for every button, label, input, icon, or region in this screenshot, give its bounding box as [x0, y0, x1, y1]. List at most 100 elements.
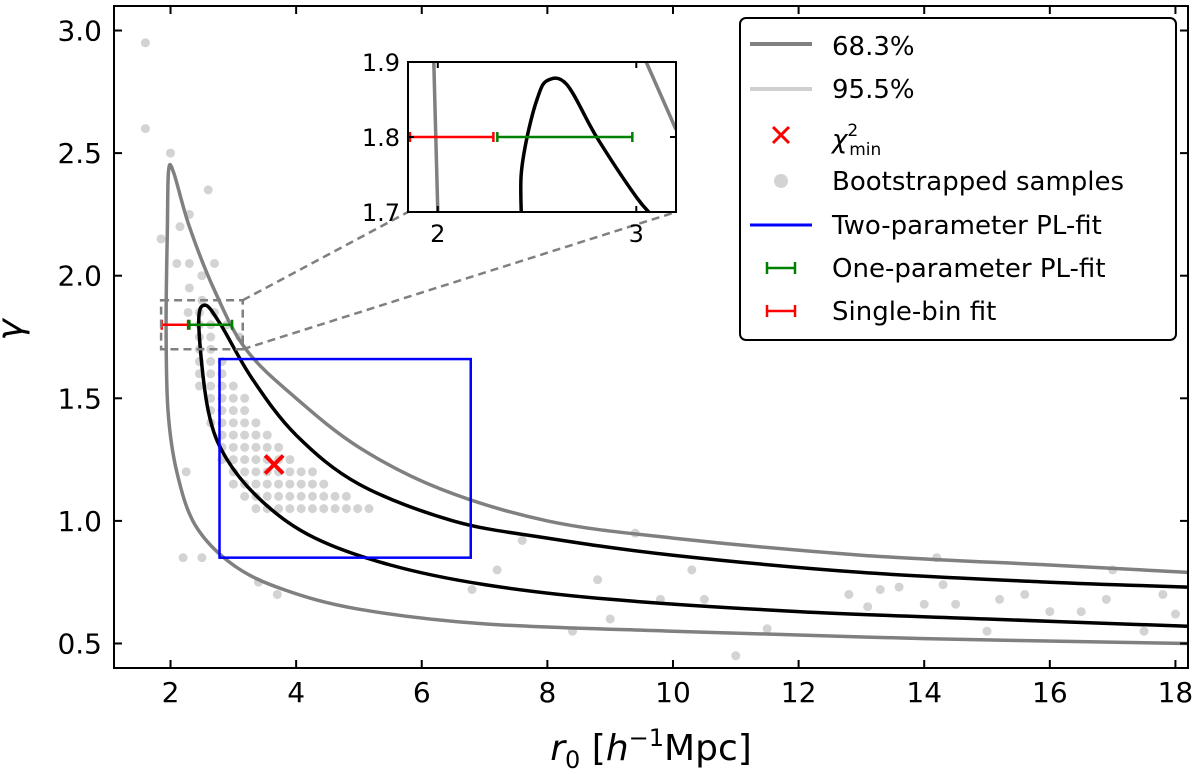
bootstrap-sample-point — [687, 565, 697, 575]
x-tick-label: 18 — [1158, 676, 1194, 709]
x-tick-label: 8 — [538, 676, 556, 709]
legend-onefit-label: One-parameter PL-fit — [832, 254, 1106, 284]
bootstrap-sample-point — [1158, 589, 1168, 599]
bootstrap-sample-point — [341, 504, 351, 514]
bootstrap-sample-point — [251, 479, 261, 489]
bootstrap-sample-point — [1045, 607, 1055, 617]
bootstrap-sample-point — [1076, 607, 1086, 617]
y-tick-label: 2.5 — [57, 137, 102, 170]
bootstrap-sample-point — [341, 491, 351, 501]
inset-one-param-errorbar — [496, 132, 634, 142]
bootstrap-sample-point — [228, 406, 238, 416]
legend: 68.3% 95.5% χ2 min Bootstrapped samples T… — [739, 17, 1177, 341]
x-tick-label: 12 — [781, 676, 817, 709]
zoom-connector-line — [242, 210, 409, 302]
bootstrap-sample-point — [251, 467, 261, 477]
bootstrap-sample-point — [228, 381, 238, 391]
y-tick-label: 0.5 — [57, 627, 102, 660]
bootstrap-sample-point — [353, 504, 363, 514]
legend-c68-label: 68.3% — [832, 32, 915, 62]
x-axis-ticks: 2 4 6 8 10 12 14 16 18 — [162, 6, 1194, 709]
bootstrap-sample-point — [274, 479, 284, 489]
bootstrap-sample-point — [251, 455, 261, 465]
bootstrap-sample-point — [262, 430, 272, 440]
y-axis-label: γ — [0, 318, 31, 341]
legend-single-marker — [765, 305, 797, 317]
bootstrap-sample-point — [251, 504, 261, 514]
x-tick-label: 16 — [1032, 676, 1068, 709]
bootstrap-sample-point — [1101, 594, 1111, 604]
bootstrap-sample-point — [995, 594, 1005, 604]
bootstrap-sample-point — [1139, 626, 1149, 636]
x-tick-label: 14 — [906, 676, 942, 709]
bootstrap-sample-point — [762, 624, 772, 634]
bootstrap-sample-point — [194, 381, 204, 391]
bootstrap-sample-point — [844, 589, 854, 599]
legend-c95-label: 95.5% — [832, 75, 915, 105]
bootstrap-sample-point — [197, 553, 207, 563]
bootstrap-sample-point — [364, 504, 374, 514]
zoom-region-box — [159, 298, 245, 351]
bootstrap-sample-point — [156, 234, 166, 244]
inset-y-tick-label: 1.9 — [362, 49, 400, 77]
bootstrap-sample-point — [172, 258, 182, 268]
bootstrap-sample-point — [228, 442, 238, 452]
bootstrap-sample-point — [203, 185, 213, 195]
bootstrap-sample-point — [206, 393, 216, 403]
bootstrap-sample-point — [209, 258, 219, 268]
bootstrap-sample-point — [240, 467, 250, 477]
zoom-connector-line — [242, 210, 677, 351]
bootstrap-sample-point — [228, 430, 238, 440]
bootstrap-sample-point — [330, 504, 340, 514]
bootstrap-sample-point — [285, 491, 295, 501]
bootstrap-sample-point — [251, 442, 261, 452]
bootstrap-sample-point — [919, 599, 929, 609]
bootstrap-sample-point — [285, 455, 295, 465]
bootstrap-sample-point — [206, 369, 216, 379]
contour-lines — [164, 162, 1188, 646]
bootstrap-sample-point — [274, 442, 284, 452]
legend-boot-label: Bootstrapped samples — [832, 167, 1124, 197]
bootstrap-sample-point — [240, 393, 250, 403]
bootstrap-sample-point — [240, 442, 250, 452]
bootstrap-sample-point — [262, 479, 272, 489]
bootstrap-sample-point — [605, 614, 615, 624]
x-tick-label: 4 — [287, 676, 305, 709]
bootstrap-sample-point — [296, 504, 306, 514]
bootstrap-sample-point — [285, 467, 295, 477]
legend-box — [739, 17, 1177, 341]
bootstrap-sample-point — [285, 479, 295, 489]
bootstrap-sample-point — [296, 467, 306, 477]
bootstrap-sample-point — [938, 580, 948, 590]
y-tick-label: 3.0 — [57, 15, 102, 48]
legend-single-label: Single-bin fit — [832, 297, 996, 327]
bootstrap-sample-point — [228, 393, 238, 403]
x-tick-label: 10 — [655, 676, 691, 709]
bootstrap-sample-point — [330, 491, 340, 501]
bootstrap-sample-point — [240, 491, 250, 501]
bootstrap-sample-point — [240, 406, 250, 416]
one-param-fit-errorbar — [188, 319, 234, 330]
bootstrap-sample-point — [296, 491, 306, 501]
inset-y-tick-label: 1.8 — [362, 124, 400, 152]
bootstrap-sample-point — [894, 582, 904, 592]
two-param-fit-box — [218, 357, 472, 559]
x-tick-label: 2 — [162, 676, 180, 709]
inset-contour-95-right — [644, 62, 676, 131]
bootstrap-sample-point — [206, 332, 216, 342]
bootstrap-sample-point — [307, 491, 317, 501]
bootstrap-sample-point — [307, 479, 317, 489]
y-tick-label: 1.0 — [57, 505, 102, 538]
bootstrap-sample-point — [492, 565, 502, 575]
bootstrap-sample-point — [140, 38, 150, 48]
fit-marks — [160, 319, 472, 559]
y-tick-label: 1.5 — [57, 382, 102, 415]
bootstrap-sample-point — [240, 430, 250, 440]
inset-y-tick-label: 1.7 — [362, 199, 400, 227]
bootstrap-sample-point — [175, 222, 185, 232]
bootstrap-sample-point — [731, 651, 741, 661]
bootstrap-sample-point — [140, 124, 150, 134]
bootstrap-sample-point — [184, 283, 194, 293]
bootstrap-sample-point — [228, 455, 238, 465]
